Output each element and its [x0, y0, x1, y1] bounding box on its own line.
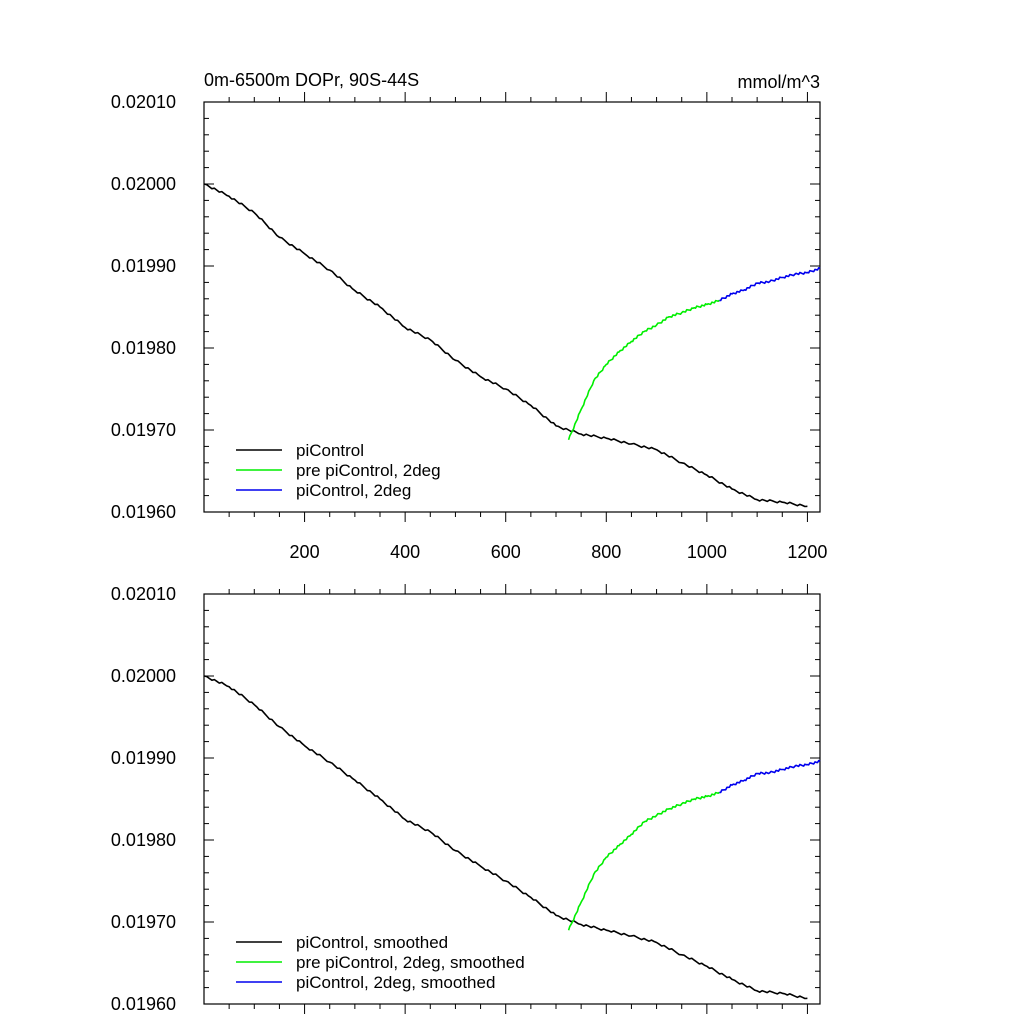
plot-panel-1: 0.01960 0.01970 0.01980 0.01990 0.02000 0.020…	[111, 70, 828, 562]
x-tick-label: 200	[290, 542, 320, 562]
legend-label: pre piControl, 2deg, smoothed	[296, 953, 525, 972]
y-tick-label: 0.01970	[111, 420, 176, 440]
y-tick-label: 0.01980	[111, 830, 176, 850]
y-tick-label: 0.01990	[111, 748, 176, 768]
series-line-1	[204, 675, 808, 1000]
y-tick-label: 0.01960	[111, 502, 176, 522]
series-line-3	[719, 759, 821, 794]
series-line-3	[719, 267, 821, 302]
legend-label: piControl, 2deg	[296, 481, 411, 500]
series-line-2	[567, 791, 720, 931]
plot-frame	[203, 593, 821, 1005]
y-tick-label: 0.01980	[111, 338, 176, 358]
x-tick-label: 600	[491, 542, 521, 562]
x-tick-label: 1000	[687, 542, 727, 562]
plot-panel-2: 0.01960 0.01970 0.01980 0.01990 0.02000 0.020…	[111, 584, 821, 1014]
series-line-1	[204, 183, 808, 508]
y-tick-label: 0.01990	[111, 256, 176, 276]
legend-label: piControl, 2deg, smoothed	[296, 973, 495, 992]
y-tick-label: 0.02000	[111, 174, 176, 194]
x-tick-label: 400	[390, 542, 420, 562]
x-tick-label: 800	[591, 542, 621, 562]
legend-label: pre piControl, 2deg	[296, 461, 441, 480]
chart-title: 0m-6500m DOPr, 90S-44S	[204, 70, 419, 90]
legend-label: piControl	[296, 441, 364, 460]
chart-units: mmol/m^3	[738, 72, 820, 92]
legend-label: piControl, smoothed	[296, 933, 448, 952]
x-tick-label: 1200	[787, 542, 827, 562]
series-line-2	[567, 299, 720, 441]
y-tick-label: 0.02010	[111, 92, 176, 112]
y-tick-label: 0.02010	[111, 584, 176, 604]
plot-frame	[203, 101, 821, 513]
y-tick-label: 0.01970	[111, 912, 176, 932]
y-tick-label: 0.02000	[111, 666, 176, 686]
y-tick-label: 0.01960	[111, 994, 176, 1014]
